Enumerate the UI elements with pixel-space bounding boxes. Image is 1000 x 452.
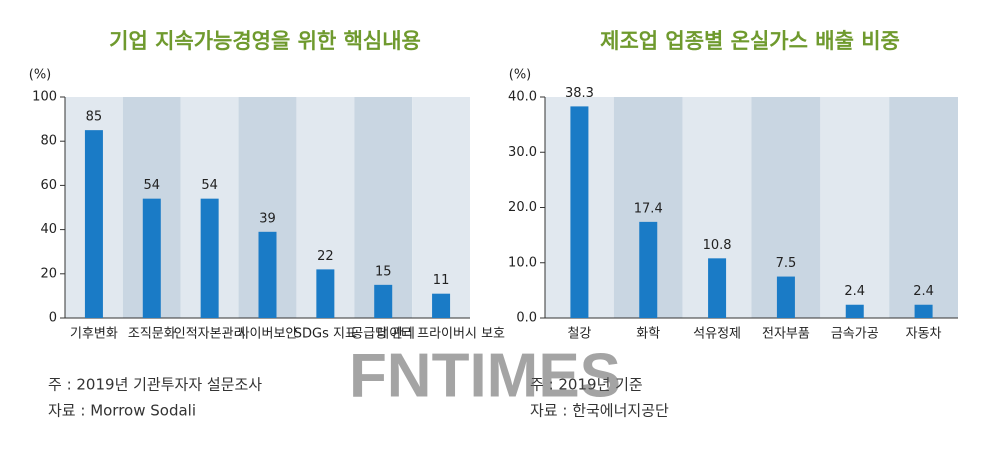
y-tick-label: 10.0 xyxy=(508,255,537,270)
bar xyxy=(316,269,335,318)
value-label: 11 xyxy=(433,273,450,288)
value-label: 7.5 xyxy=(776,256,797,271)
y-tick-label: 100 xyxy=(32,90,57,105)
value-label: 54 xyxy=(144,178,161,193)
y-tick-label: 40 xyxy=(40,222,57,237)
bar xyxy=(776,276,795,318)
chart-title: 기업 지속가능경영을 위한 핵심내용 xyxy=(109,29,421,53)
column-band xyxy=(412,97,470,318)
y-tick-label: 0.0 xyxy=(516,311,537,326)
value-label: 22 xyxy=(317,249,334,264)
watermark: FNTIMES xyxy=(349,341,621,410)
x-tick-label: 조직문화 xyxy=(128,327,176,342)
value-label: 2.4 xyxy=(844,284,865,299)
x-tick-label: 자동차 xyxy=(906,327,942,342)
column-band xyxy=(889,97,958,318)
bar xyxy=(142,198,161,318)
x-tick-label: 인적자본관리 xyxy=(174,327,246,342)
y-tick-label: 60 xyxy=(40,178,57,193)
note: 자료 : Morrow Sodali xyxy=(48,402,196,420)
x-tick-label: SDGs 지표 xyxy=(294,327,357,342)
column-band xyxy=(820,97,890,318)
value-label: 38.3 xyxy=(565,86,594,101)
y-tick-label: 30.0 xyxy=(508,145,537,160)
column-band xyxy=(354,97,413,318)
bar xyxy=(84,130,103,318)
x-tick-label: 사이버보안 xyxy=(238,327,298,342)
value-label: 54 xyxy=(201,178,218,193)
x-tick-label: 전자부품 xyxy=(762,327,810,342)
x-tick-label: 철강 xyxy=(567,327,591,342)
bar xyxy=(432,293,451,318)
y-axis-label: (%) xyxy=(509,68,532,83)
value-label: 15 xyxy=(375,264,392,279)
chart-title: 제조업 업종별 온실가스 배출 비중 xyxy=(600,29,900,53)
bar xyxy=(200,198,219,318)
x-tick-label: 데이터 프라이버시 보호 xyxy=(377,327,505,342)
note: 자료 : 한국에너지공단 xyxy=(530,402,669,420)
y-axis-label: (%) xyxy=(29,68,52,83)
value-label: 17.4 xyxy=(634,201,663,216)
x-tick-label: 화학 xyxy=(636,327,660,342)
y-tick-label: 80 xyxy=(40,134,57,149)
value-label: 10.8 xyxy=(703,238,732,253)
value-label: 85 xyxy=(86,110,103,125)
y-tick-label: 20 xyxy=(40,266,57,281)
x-tick-label: 공급망 관리 xyxy=(351,327,415,342)
x-tick-label: 석유정제 xyxy=(693,327,741,342)
y-tick-label: 40.0 xyxy=(508,90,537,105)
bar xyxy=(570,106,589,318)
note: 주 : 2019년 기준 xyxy=(530,376,643,394)
bar xyxy=(374,284,393,318)
value-label: 39 xyxy=(259,211,276,226)
value-label: 2.4 xyxy=(913,284,934,299)
x-tick-label: 기후변화 xyxy=(70,327,118,342)
note: 주 : 2019년 기관투자자 설문조사 xyxy=(48,376,262,394)
bar xyxy=(639,221,658,318)
bar xyxy=(845,304,864,318)
bar xyxy=(258,231,277,318)
bar xyxy=(914,304,933,318)
y-tick-label: 20.0 xyxy=(508,200,537,215)
bar xyxy=(708,258,727,318)
x-tick-label: 금속가공 xyxy=(831,327,879,342)
y-tick-label: 0 xyxy=(49,311,57,326)
